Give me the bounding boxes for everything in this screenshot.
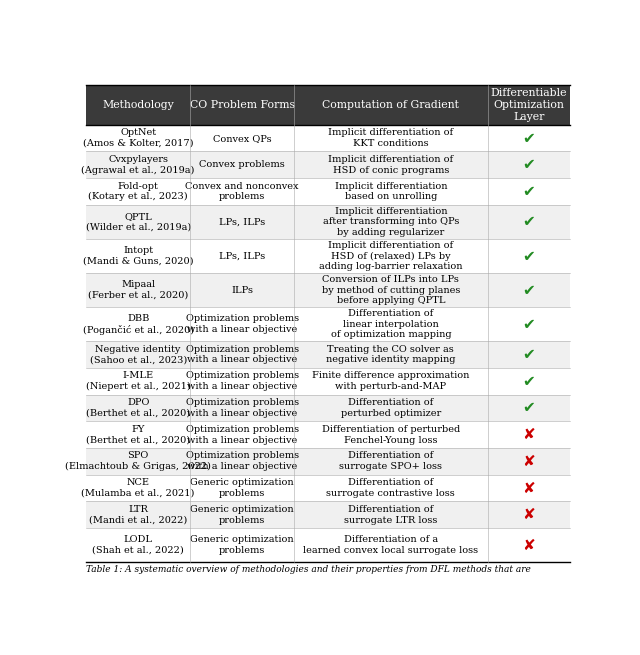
Bar [86,84,570,125]
Text: DBB
(Pogančić et al., 2020): DBB (Pogančić et al., 2020) [83,314,194,335]
Text: ✔: ✔ [522,157,535,172]
Bar [86,341,570,368]
Text: DPO
(Berthet et al., 2020): DPO (Berthet et al., 2020) [86,398,190,418]
Bar [86,239,570,273]
Text: Mipaal
(Ferber et al., 2020): Mipaal (Ferber et al., 2020) [88,280,188,300]
Text: ILPs: ILPs [231,286,253,295]
Text: LTR
(Mandi et al., 2022): LTR (Mandi et al., 2022) [89,505,188,525]
Text: ✔: ✔ [522,374,535,389]
Text: Table 1: A systematic overview of methodologies and their properties from DFL me: Table 1: A systematic overview of method… [86,565,531,574]
Text: ✔: ✔ [522,248,535,263]
Bar [86,205,570,239]
Bar [86,501,570,528]
Bar [86,448,570,475]
Text: Differentiation of
perturbed optimizer: Differentiation of perturbed optimizer [340,398,441,418]
Text: ✔: ✔ [522,282,535,297]
Text: Implicit differentiation of
KKT conditions: Implicit differentiation of KKT conditio… [328,128,453,148]
Bar [86,528,570,562]
Text: Generic optimization
problems: Generic optimization problems [190,478,294,498]
Text: Optimization problems
with a linear objective: Optimization problems with a linear obje… [186,314,299,334]
Text: ✔: ✔ [522,214,535,229]
Text: Cvxpylayers
(Agrawal et al., 2019a): Cvxpylayers (Agrawal et al., 2019a) [81,155,195,175]
Bar [86,125,570,151]
Text: I-MLE
(Niepert et al., 2021): I-MLE (Niepert et al., 2021) [86,371,191,391]
Bar [86,151,570,178]
Text: Methodology: Methodology [102,100,174,110]
Text: Differentiation of
surrogate SPO+ loss: Differentiation of surrogate SPO+ loss [339,451,442,471]
Text: ✔: ✔ [522,347,535,362]
Bar [86,178,570,205]
Text: Implicit differentiation
based on unrolling: Implicit differentiation based on unroll… [335,181,447,201]
Text: Implicit differentiation
after transforming into QPs
by adding regularizer: Implicit differentiation after transform… [323,207,459,237]
Text: Negative identity
(Sahoo et al., 2023): Negative identity (Sahoo et al., 2023) [90,345,187,364]
Text: LPs, ILPs: LPs, ILPs [219,252,266,261]
Text: ✔: ✔ [522,400,535,415]
Text: Differentiation of
linear interpolation
of optimization mapping: Differentiation of linear interpolation … [330,309,451,339]
Text: OptNet
(Amos & Kolter, 2017): OptNet (Amos & Kolter, 2017) [83,128,193,148]
Text: ✘: ✘ [522,538,535,553]
Text: Implicit differentiation of
HSD of conic programs: Implicit differentiation of HSD of conic… [328,155,453,175]
Text: FY
(Berthet et al., 2020): FY (Berthet et al., 2020) [86,425,190,445]
Bar [86,273,570,307]
Text: SPO
(Elmachtoub & Grigas, 2022): SPO (Elmachtoub & Grigas, 2022) [65,451,211,472]
Text: Treating the CO solver as
negative identity mapping: Treating the CO solver as negative ident… [326,345,456,364]
Text: Convex and nonconvex
problems: Convex and nonconvex problems [186,181,299,201]
Bar [86,394,570,421]
Text: Implicit differentiation of
HSD of (relaxed) LPs by
adding log-barrier relaxatio: Implicit differentiation of HSD of (rela… [319,240,463,271]
Text: ✔: ✔ [522,184,535,199]
Text: Fold-opt
(Kotary et al., 2023): Fold-opt (Kotary et al., 2023) [88,181,188,202]
Text: Optimization problems
with a linear objective: Optimization problems with a linear obje… [186,371,299,391]
Text: Convex problems: Convex problems [199,160,285,170]
Text: Differentiation of
surrogate contrastive loss: Differentiation of surrogate contrastive… [326,478,455,498]
Text: Optimization problems
with a linear objective: Optimization problems with a linear obje… [186,345,299,364]
Text: Computation of Gradient: Computation of Gradient [323,100,460,110]
Text: QPTL
(Wilder et al., 2019a): QPTL (Wilder et al., 2019a) [86,212,191,232]
Bar [86,368,570,394]
Text: Intopt
(Mandi & Guns, 2020): Intopt (Mandi & Guns, 2020) [83,246,193,266]
Bar [86,475,570,501]
Text: Generic optimization
problems: Generic optimization problems [190,535,294,555]
Text: Optimization problems
with a linear objective: Optimization problems with a linear obje… [186,398,299,418]
Text: Optimization problems
with a linear objective: Optimization problems with a linear obje… [186,451,299,471]
Bar [86,307,570,341]
Text: Differentiation of
surrogate LTR loss: Differentiation of surrogate LTR loss [344,505,438,525]
Text: Differentiation of a
learned convex local surrogate loss: Differentiation of a learned convex loca… [303,535,479,555]
Text: Differentiable
Optimization
Layer: Differentiable Optimization Layer [490,88,567,122]
Bar [86,421,570,448]
Text: ✔: ✔ [522,317,535,331]
Text: Convex QPs: Convex QPs [213,134,271,143]
Text: LPs, ILPs: LPs, ILPs [219,217,266,227]
Text: CO Problem Forms: CO Problem Forms [189,100,294,110]
Text: Generic optimization
problems: Generic optimization problems [190,505,294,525]
Text: Optimization problems
with a linear objective: Optimization problems with a linear obje… [186,425,299,445]
Text: Differentiation of perturbed
Fenchel-Young loss: Differentiation of perturbed Fenchel-You… [322,425,460,445]
Text: ✘: ✘ [522,427,535,442]
Text: NCE
(Mulamba et al., 2021): NCE (Mulamba et al., 2021) [81,478,195,498]
Text: ✘: ✘ [522,507,535,522]
Text: ✘: ✘ [522,454,535,469]
Text: ✔: ✔ [522,130,535,145]
Text: Conversion of ILPs into LPs
by method of cutting planes
before applying QPTL: Conversion of ILPs into LPs by method of… [322,275,460,305]
Text: Finite difference approximation
with perturb-and-MAP: Finite difference approximation with per… [312,371,470,391]
Text: ✘: ✘ [522,481,535,496]
Text: LODL
(Shah et al., 2022): LODL (Shah et al., 2022) [92,535,184,555]
